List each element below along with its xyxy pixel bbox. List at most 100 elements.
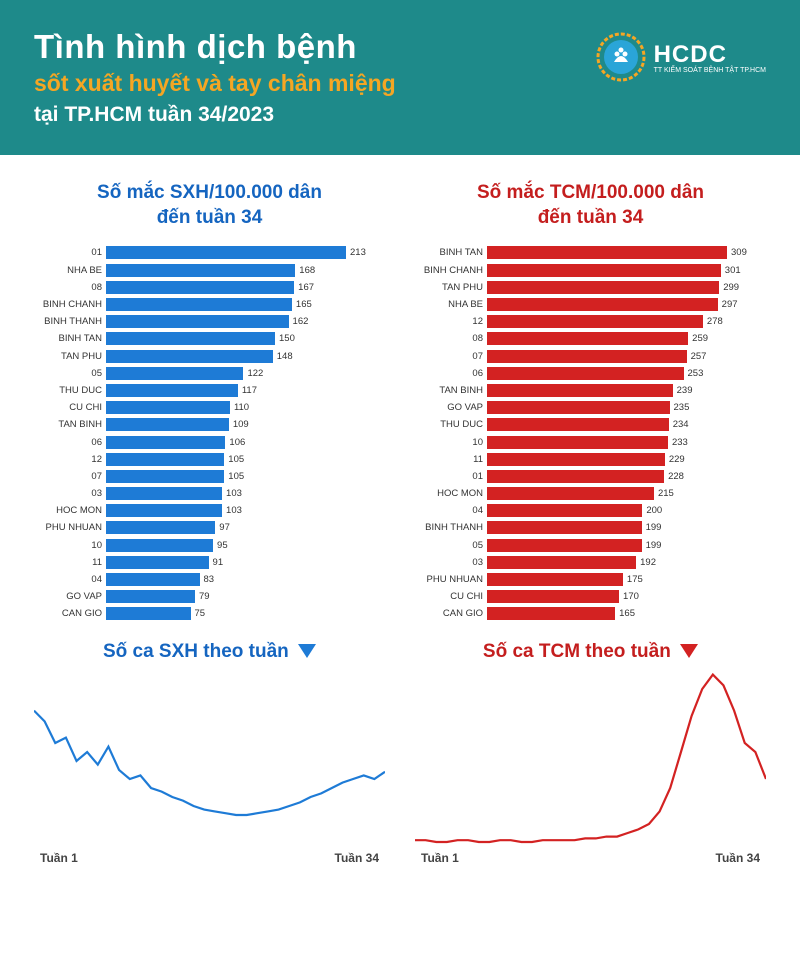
bar-label: 11	[34, 557, 106, 568]
bar-value: 91	[213, 557, 224, 568]
line-path	[34, 710, 385, 814]
sxh-line-box	[34, 671, 385, 851]
bar	[106, 315, 289, 328]
bar-row: 10233	[415, 433, 766, 450]
bar-row: 05199	[415, 537, 766, 554]
bar-label: 10	[415, 437, 487, 448]
bar-track: 239	[487, 384, 766, 397]
bar	[106, 539, 213, 552]
bar	[487, 298, 718, 311]
title: Tình hình dịch bệnh	[34, 28, 396, 66]
tcm-bar-title: Số mắc TCM/100.000 dân đến tuần 34	[415, 181, 766, 230]
bar-row: BINH TAN150	[34, 330, 385, 347]
bar-value: 309	[731, 247, 747, 258]
bar-row: BINH TAN309	[415, 244, 766, 261]
bar-track: 215	[487, 487, 766, 500]
bar-value: 162	[293, 316, 309, 327]
bar	[106, 264, 295, 277]
bar-row: THU DUC117	[34, 382, 385, 399]
bar-track: 103	[106, 504, 385, 517]
bar-value: 297	[722, 299, 738, 310]
tcm-bar-chart: Số mắc TCM/100.000 dân đến tuần 34 BINH …	[415, 181, 766, 623]
bar-label: TAN PHU	[415, 282, 487, 293]
sxh-line-title-text: Số ca SXH theo tuần	[103, 641, 289, 662]
sxh-xlabel-right: Tuần 34	[335, 851, 379, 865]
bar-label: BINH THANH	[415, 522, 487, 533]
bar-track: 79	[106, 590, 385, 603]
header: Tình hình dịch bệnh sốt xuất huyết và ta…	[0, 0, 800, 155]
bar-value: 200	[646, 505, 662, 516]
bar-label: 04	[415, 505, 487, 516]
bar-label: TAN PHU	[34, 351, 106, 362]
bar-track: 235	[487, 401, 766, 414]
bar-value: 106	[229, 437, 245, 448]
bar-track: 228	[487, 470, 766, 483]
sxh-line-chart: Số ca SXH theo tuần Tuần 1 Tuần 34	[34, 641, 385, 865]
bar	[106, 521, 215, 534]
bar-label: BINH TAN	[34, 333, 106, 344]
bar	[487, 264, 721, 277]
bar-track: 95	[106, 539, 385, 552]
bar-label: 06	[415, 368, 487, 379]
bar	[106, 556, 209, 569]
bar	[487, 590, 619, 603]
bar-row: PHU NHUAN175	[415, 571, 766, 588]
bar	[106, 367, 243, 380]
bar	[487, 521, 642, 534]
bar-label: 06	[34, 437, 106, 448]
bar-label: 07	[415, 351, 487, 362]
location-line: tại TP.HCM tuần 34/2023	[34, 103, 396, 127]
bar-value: 79	[199, 591, 210, 602]
bar-label: BINH CHANH	[34, 299, 106, 310]
bar	[487, 246, 727, 259]
bar-row: TAN BINH239	[415, 382, 766, 399]
bar	[106, 504, 222, 517]
bar-label: THU DUC	[34, 385, 106, 396]
bar-track: 148	[106, 350, 385, 363]
bar-track: 299	[487, 281, 766, 294]
bar-track: 199	[487, 521, 766, 534]
bar-label: TAN BINH	[34, 419, 106, 430]
bar-track: 175	[487, 573, 766, 586]
bar-label: HOC MON	[415, 488, 487, 499]
bar-label: THU DUC	[415, 419, 487, 430]
sxh-xlabel-left: Tuần 1	[40, 851, 78, 865]
bar	[106, 418, 229, 431]
bar-label: 08	[34, 282, 106, 293]
bar-value: 239	[677, 385, 693, 396]
bar-row: 01228	[415, 468, 766, 485]
bar-label: 05	[34, 368, 106, 379]
bar	[487, 418, 669, 431]
bar-value: 122	[247, 368, 263, 379]
bar-label: CAN GIO	[415, 608, 487, 619]
bar-track: 233	[487, 436, 766, 449]
bar-track: 150	[106, 332, 385, 345]
bar-track: 106	[106, 436, 385, 449]
bar	[106, 350, 273, 363]
bar-track: 162	[106, 315, 385, 328]
bar-label: 12	[415, 316, 487, 327]
bar-row: 07257	[415, 348, 766, 365]
bar-value: 253	[688, 368, 704, 379]
tcm-line-title-text: Số ca TCM theo tuần	[483, 641, 671, 662]
bar	[487, 315, 703, 328]
bar-row: 08259	[415, 330, 766, 347]
bar-track: 167	[106, 281, 385, 294]
header-text: Tình hình dịch bệnh sốt xuất huyết và ta…	[34, 28, 396, 127]
bar-track: 192	[487, 556, 766, 569]
bar-value: 170	[623, 591, 639, 602]
bar-track: 75	[106, 607, 385, 620]
bar-row: NHA BE168	[34, 262, 385, 279]
bar-label: BINH THANH	[34, 316, 106, 327]
bar-track: 117	[106, 384, 385, 397]
bar-track: 110	[106, 401, 385, 414]
bar	[487, 487, 654, 500]
bar-track: 105	[106, 470, 385, 483]
bar-row: BINH CHANH165	[34, 296, 385, 313]
bar	[106, 281, 294, 294]
bar-row: 12105	[34, 451, 385, 468]
bar-label: NHA BE	[34, 265, 106, 276]
sxh-bars: 01213NHA BE16808167BINH CHANH165BINH THA…	[34, 244, 385, 622]
bar	[106, 298, 292, 311]
bar	[487, 453, 665, 466]
